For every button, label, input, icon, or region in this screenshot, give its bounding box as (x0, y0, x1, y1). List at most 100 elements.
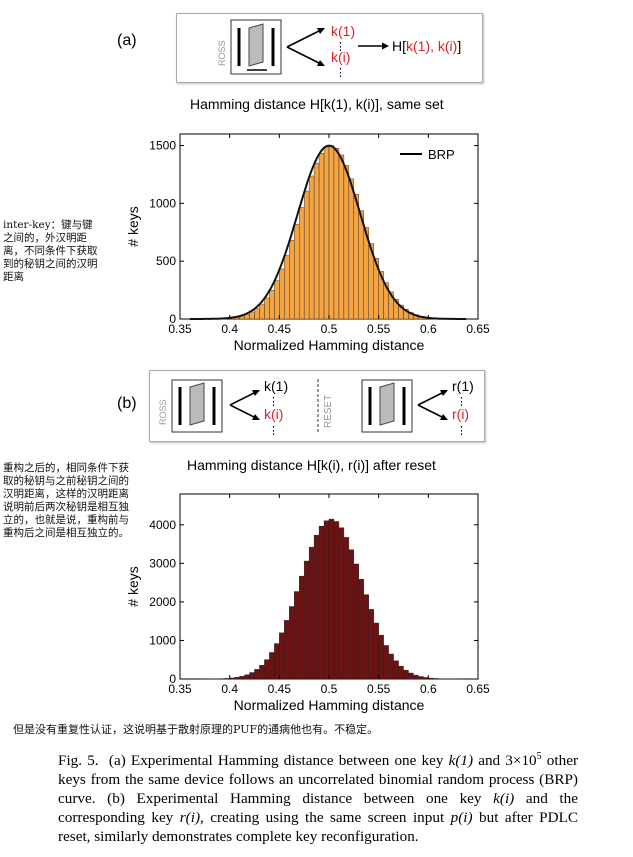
dots-a-1: ⋮ (335, 41, 346, 53)
dots-b-2: ⋮ (268, 425, 279, 437)
x-tick-label: 0.35 (168, 322, 192, 336)
bar-5 (224, 678, 230, 680)
bar-39 (393, 660, 399, 680)
bars (199, 518, 464, 680)
schematic-b: ROSS k(1) ⋮ k(i) ⋮ RESET r(1) ⋮ r(i) ⋮ (149, 370, 485, 442)
schematic-b-graphic: ROSS k(1) ⋮ k(i) ⋮ RESET r(1) ⋮ r(i) ⋮ (158, 378, 474, 437)
bar-37 (383, 645, 389, 680)
bar-41 (403, 669, 409, 680)
bar-25 (353, 194, 359, 320)
result-args: k(1), k(i) (406, 38, 457, 54)
note-inter-key: inter-key：键与键之间的，外汉明距离，不同条件下获取到的秘钥之间的汉明距… (3, 219, 98, 283)
dots-b-1: ⋮ (268, 396, 279, 408)
key-ki-a: k(i) (331, 49, 350, 65)
reset-label: RESET (323, 395, 334, 428)
bar-42 (408, 672, 414, 680)
histogram-b: 0.35 0.4 0.45 0.5 0.55 0.6 0.65 0 1000 2000 3000 40… (125, 493, 490, 713)
ross-sample-icon-left (189, 382, 205, 426)
key-ki-b: k(i) (264, 406, 283, 422)
bar-44 (418, 676, 424, 680)
x-tick-label: 0.5 (321, 682, 338, 696)
bar-19 (294, 591, 300, 680)
bar-20 (328, 145, 335, 320)
bar-30 (348, 549, 355, 680)
y-tick-label: 1500 (149, 139, 176, 153)
histogram-a: BRP 0.35 0.4 0.45 0.5 0.55 0.6 0.65 0 500 1000 1500… (125, 133, 490, 353)
bar-23 (343, 165, 350, 320)
key-r1-b: r(1) (452, 378, 474, 394)
x-tick-label: 0.6 (420, 322, 437, 336)
y-axis-label: # keys (125, 206, 141, 246)
note-bottom: 但是没有重复性认证，这说明基于散射原理的PUF的通病他也有。不稳定。 (13, 723, 379, 736)
panel-b-label: (b) (117, 395, 137, 412)
x-tick-label: 0.4 (221, 322, 238, 336)
key-ri-b: r(i) (452, 406, 469, 422)
bar-11 (254, 669, 260, 680)
svg-text:H[k(1), k(i)]: H[k(1), k(i)] (392, 38, 461, 54)
x-tick-label: 0.65 (466, 322, 490, 336)
result-prefix: H[ (392, 38, 406, 54)
sample-box-a (230, 19, 282, 75)
bar-22 (338, 154, 345, 320)
x-axis-label: Normalized Hamming distance (234, 337, 425, 353)
arrow-down-a (286, 46, 324, 66)
bar-18 (318, 153, 325, 320)
bar-6 (229, 677, 235, 680)
bar-16 (279, 632, 285, 680)
y-tick-label: 0 (169, 672, 176, 686)
bar-18 (289, 606, 295, 680)
x-tick-label: 0.55 (367, 322, 391, 336)
bar-24 (348, 178, 355, 320)
sample-box-b-right (361, 379, 413, 433)
bar-15 (274, 643, 280, 680)
bar-7 (264, 297, 270, 320)
bar-10 (249, 672, 255, 680)
dots-b-4: ⋮ (456, 425, 467, 437)
bar-13 (264, 659, 270, 680)
x-tick-label: 0.6 (420, 682, 437, 696)
bar-23 (313, 535, 320, 680)
y-tick-label: 2000 (149, 595, 176, 609)
bar-8 (239, 676, 245, 680)
bar-32 (358, 579, 364, 680)
bar-9 (244, 674, 250, 680)
bar-21 (303, 560, 310, 680)
legend-label: BRP (428, 147, 455, 162)
bar-9 (274, 280, 280, 320)
x-axis-label: Normalized Hamming distance (234, 697, 425, 713)
bar-7 (234, 677, 240, 680)
schematic-a: ROSS k(1) ⋮ k(i) ⋮ H[k(1), k(i)] (176, 13, 483, 83)
bar-20 (298, 575, 305, 680)
bar-10 (279, 268, 285, 320)
key-k1-b: k(1) (264, 378, 288, 394)
bar-4 (249, 311, 255, 320)
result-suffix: ] (457, 38, 461, 54)
bar-36 (378, 634, 384, 680)
x-tick-label: 0.4 (221, 682, 238, 696)
bar-47 (433, 678, 439, 680)
y-tick-label: 1000 (149, 196, 176, 210)
bar-33 (363, 594, 369, 680)
arrow-up-a (286, 28, 324, 48)
y-tick-label: 4000 (149, 518, 176, 532)
sample-box-b-left (171, 379, 223, 433)
bar-21 (333, 148, 340, 320)
bar-31 (353, 563, 359, 680)
bar-5 (254, 308, 260, 320)
x-tick-label: 0.65 (466, 682, 490, 696)
bar-12 (259, 664, 265, 680)
bar-17 (313, 162, 320, 320)
bar-14 (298, 207, 305, 320)
brp-curve (189, 144, 467, 320)
panel-a-label: (a) (117, 32, 137, 49)
bar-34 (368, 609, 374, 680)
x-tick-label: 0.45 (268, 682, 292, 696)
y-tick-label: 500 (156, 254, 176, 268)
bar-27 (333, 521, 340, 680)
bar-17 (284, 620, 290, 680)
bar-11 (284, 255, 290, 320)
bar-16 (308, 175, 315, 320)
bar-25 (323, 520, 330, 680)
bar-8 (269, 289, 275, 320)
bar-6 (259, 303, 265, 320)
